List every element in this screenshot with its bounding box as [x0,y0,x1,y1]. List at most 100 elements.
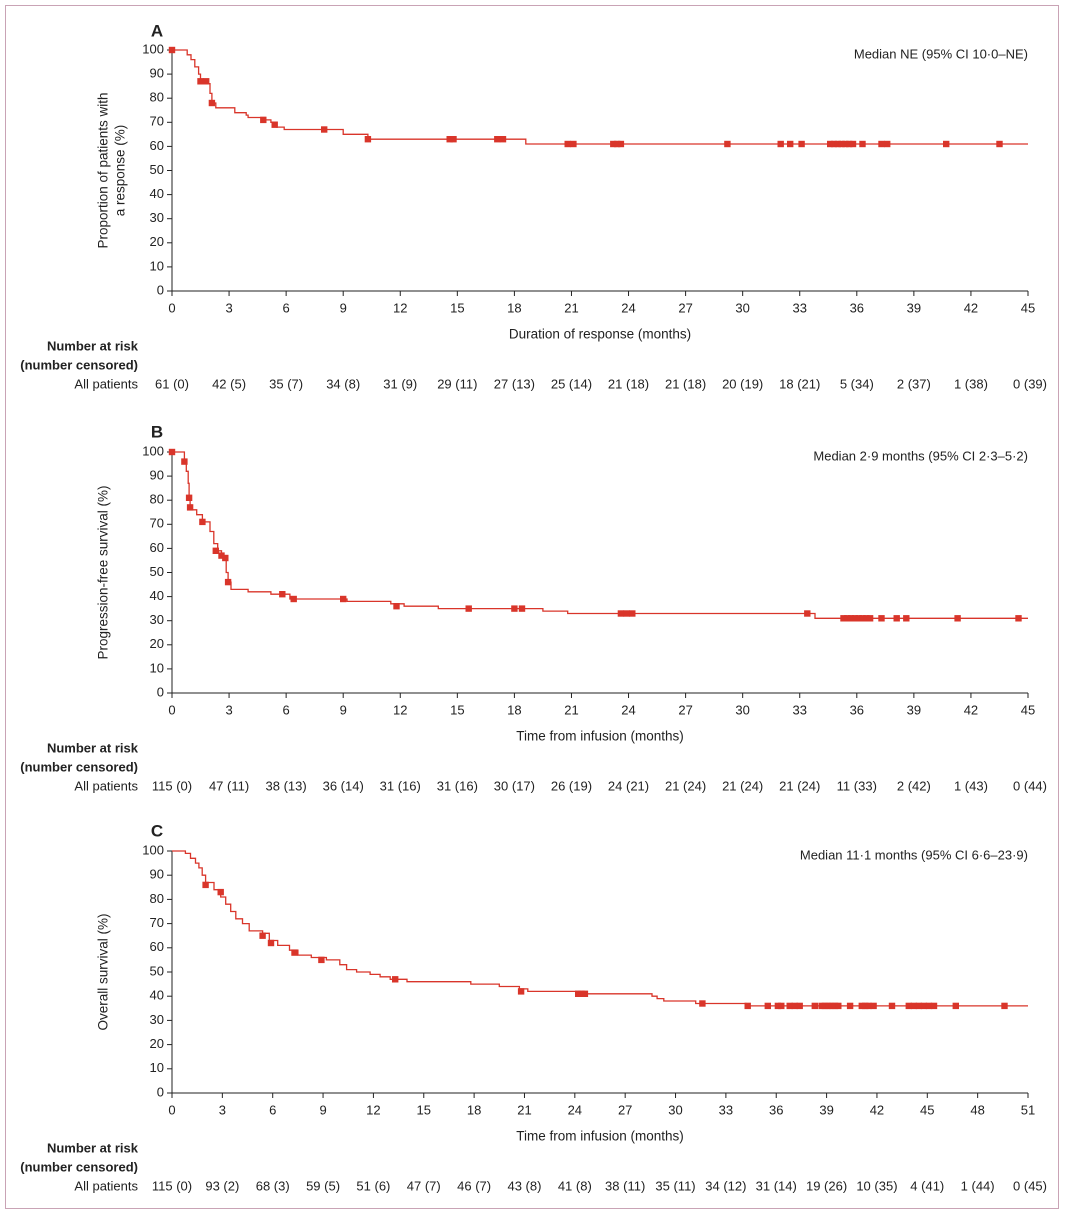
x-tick-label: 21 [564,702,578,717]
risk-cell: 18 (21) [779,376,820,391]
y-tick-label: 80 [150,891,164,906]
censor-mark [859,615,866,622]
censor-mark [858,1002,865,1010]
x-tick-label: 27 [678,702,692,717]
risk-table-subheading: (number censored) [20,759,138,774]
y-tick-label: 0 [157,684,164,699]
risk-cell: 21 (24) [722,778,763,793]
y-tick-label: 40 [150,186,164,201]
censor-mark [878,140,885,148]
x-tick-label: 42 [964,702,978,717]
risk-cell: 35 (11) [655,1178,695,1193]
censor-mark [259,932,266,939]
y-tick-label: 0 [157,282,164,297]
y-tick-label: 50 [150,963,164,978]
censor-mark [224,578,232,586]
x-tick-label: 15 [450,300,464,315]
censor-mark [392,976,399,983]
x-tick-label: 36 [850,702,864,717]
censor-mark [870,1002,877,1010]
risk-cell: 24 (21) [608,778,649,793]
y-tick-label: 100 [142,443,164,458]
x-tick-label: 12 [393,702,407,717]
risk-cell: 0 (44) [1013,778,1047,793]
censor-mark [393,603,400,610]
censor-mark [623,610,630,617]
y-tick-label: 30 [150,1012,164,1027]
censor-mark [364,136,372,143]
y-tick-label: 80 [150,492,164,507]
censor-mark [186,504,194,511]
y-tick-label: 90 [150,66,164,81]
censor-mark [866,615,874,622]
censor-mark [798,140,805,148]
censor-mark [260,116,267,124]
risk-cell: 68 (3) [256,1178,290,1193]
x-tick-label: 6 [283,300,290,315]
censor-mark [859,140,866,148]
censor-mark [279,591,286,598]
censor-mark [878,615,885,622]
censor-mark [952,1002,959,1010]
censor-mark [862,1002,869,1010]
y-tick-label: 70 [150,516,164,531]
y-axis-title: Proportion of patients with [96,92,111,248]
figure-frame [5,5,1059,1209]
censor-mark [291,949,298,956]
censor-mark [168,448,176,456]
risk-cell: 38 (13) [266,778,307,793]
x-tick-label: 27 [618,1102,632,1117]
risk-cell: 46 (7) [457,1178,491,1193]
censor-mark [834,140,841,148]
x-tick-label: 15 [417,1102,431,1117]
censor-mark [827,140,834,148]
x-tick-label: 30 [735,300,749,315]
risk-cell: 11 (33) [837,778,877,793]
y-tick-label: 30 [150,210,164,225]
censor-mark [208,99,216,107]
censor-mark [499,136,507,143]
risk-cell: 36 (14) [323,778,364,793]
risk-cell: 0 (39) [1013,376,1047,391]
x-tick-label: 48 [970,1102,984,1117]
y-tick-label: 90 [150,867,164,882]
x-tick-label: 36 [850,300,864,315]
x-tick-label: 12 [393,300,407,315]
survival-curve [172,49,1028,145]
y-tick-label: 90 [150,468,164,483]
censor-mark [203,78,210,85]
censor-mark [863,615,870,622]
censor-mark [796,1002,803,1010]
median-annotation: Median NE (95% CI 10·0–NE) [854,46,1028,61]
censor-mark [764,1002,771,1010]
risk-cell: 41 (8) [558,1178,592,1193]
censor-mark [181,458,188,465]
risk-cell: 10 (35) [856,1178,897,1193]
x-tick-label: 6 [269,1102,276,1117]
x-tick-label: 27 [678,300,692,315]
x-tick-label: 0 [168,702,175,717]
censor-mark [271,121,278,128]
survival-curve [172,451,1028,619]
risk-cell: 1 (38) [954,376,988,391]
risk-cell: 26 (19) [551,778,592,793]
x-tick-label: 18 [467,1102,481,1117]
risk-cell: 19 (26) [806,1178,847,1193]
censor-mark [185,494,193,501]
risk-cell: 43 (8) [507,1178,541,1193]
x-tick-label: 9 [340,300,347,315]
censor-mark [831,1002,839,1010]
x-tick-label: 12 [366,1102,380,1117]
censor-mark [518,605,526,612]
censor-mark [811,1002,818,1010]
censor-mark [217,888,224,896]
risk-row-label: All patients [74,778,138,793]
x-tick-label: 21 [517,1102,531,1117]
censor-mark [910,1002,918,1010]
x-tick-label: 9 [319,1102,326,1117]
y-tick-label: 80 [150,90,164,105]
x-tick-label: 30 [668,1102,682,1117]
risk-cell: 31 (16) [380,778,421,793]
